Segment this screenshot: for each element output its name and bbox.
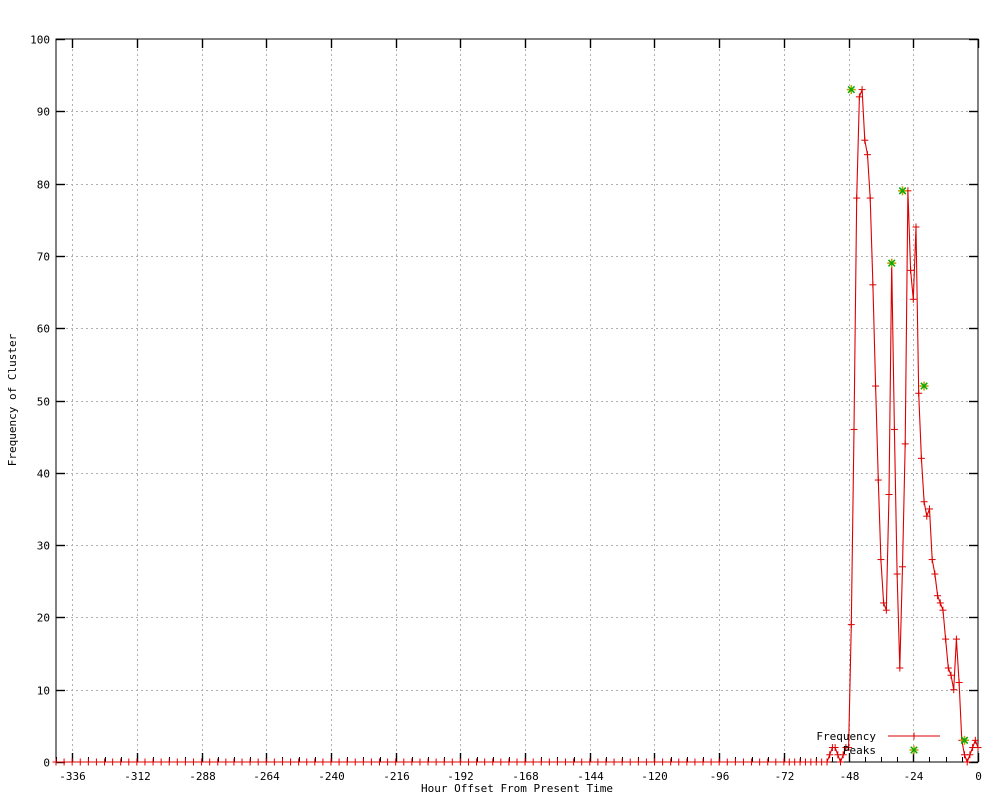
x-tick-label: -120 (641, 770, 668, 783)
legend-item-peaks-sample (909, 745, 919, 755)
x-tick-label: -288 (189, 770, 216, 783)
x-tick-label: -264 (253, 770, 280, 783)
x-tick-label: -312 (124, 770, 151, 783)
x-tick-label: -216 (383, 770, 410, 783)
x-tick-label: -24 (904, 770, 924, 783)
data-series (52, 85, 982, 766)
y-tick-label: 50 (37, 396, 50, 409)
x-tick-label: -48 (840, 770, 860, 783)
x-tick-label: -72 (775, 770, 795, 783)
x-tick-label: -96 (710, 770, 730, 783)
y-axis-title: Frequency of Cluster (6, 333, 19, 466)
x-tick-label: -240 (318, 770, 345, 783)
y-tick-label: 90 (37, 106, 50, 119)
y-tick-label: 100 (30, 34, 50, 47)
y-tick-label: 60 (37, 323, 50, 336)
x-axis-title: Hour Offset From Present Time (421, 782, 613, 795)
y-tick-label: 0 (43, 757, 50, 770)
legend-item-frequency-sample (888, 732, 940, 740)
legend-item-peaks-label: Peaks (843, 744, 876, 757)
y-tick-label: 30 (37, 540, 50, 553)
x-tick-label: -168 (512, 770, 539, 783)
y-tick-label: 10 (37, 685, 50, 698)
y-tick-label: 20 (37, 612, 50, 625)
x-tick-label: 0 (975, 770, 982, 783)
x-tick-label: -336 (59, 770, 86, 783)
x-axis-ticks: -336 -312 -288 -264 -240 -216 -192 -168 -144 -120… (56, 39, 982, 783)
y-tick-label: 80 (37, 179, 50, 192)
x-tick-label: -144 (577, 770, 604, 783)
legend-item-frequency-label: Frequency (816, 730, 876, 743)
series-frequency (52, 86, 982, 766)
y-tick-label: 70 (37, 251, 50, 264)
grid-lines (56, 39, 978, 762)
y-axis-ticks: 0 10 20 30 40 50 60 70 80 90 100 (30, 34, 978, 770)
series-peaks (846, 85, 970, 745)
y-tick-label: 40 (37, 468, 50, 481)
x-tick-label: -192 (447, 770, 474, 783)
